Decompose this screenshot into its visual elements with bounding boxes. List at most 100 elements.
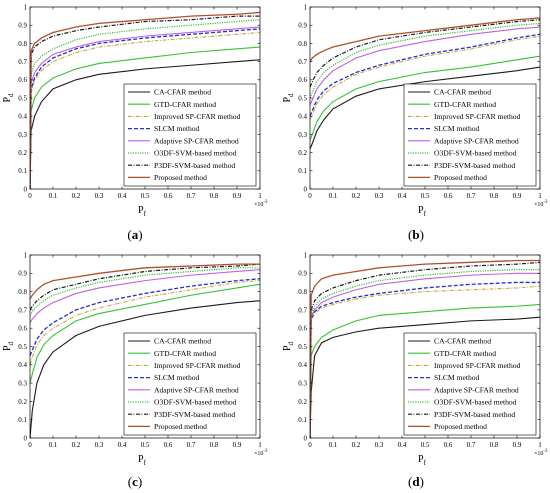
series-line-3	[310, 285, 540, 438]
y-tick-label: 0.9	[298, 270, 307, 278]
x-tick-label: 0.3	[375, 441, 384, 449]
legend-label: P3DF-SVM-based method	[154, 161, 235, 170]
x-tick-label: 0.6	[164, 441, 173, 449]
y-tick-label: 0.4	[18, 361, 27, 369]
chart-panel: 0 0.1 0.2 0.3 0.4 0.5 0.6 0.7 0.8 0.9 1 0 0.1 0.2 0.3 0…	[2, 251, 268, 489]
y-tick-label: 1	[304, 3, 308, 11]
x-tick-label: 0.1	[329, 441, 338, 449]
series-line-3	[30, 31, 260, 189]
legend-box	[123, 332, 257, 436]
y-tick-label: 0.3	[298, 131, 307, 139]
panel-caption: (d)	[408, 474, 424, 489]
legend-box	[403, 83, 537, 187]
x-tick-label: 0.6	[444, 441, 453, 449]
legend-label: Improved SP-CFAR method	[434, 112, 521, 121]
y-tick-label: 0.8	[18, 40, 27, 48]
legend-label: GTD-CFAR method	[434, 100, 496, 109]
series-line-2	[310, 303, 540, 438]
series-line-5	[310, 272, 540, 438]
series-line-7	[310, 19, 540, 88]
x-tick-label: 0	[28, 441, 32, 449]
legend-label: Adaptive SP-CFAR method	[154, 136, 239, 145]
legend-label: Proposed method	[154, 422, 207, 431]
legend-label: Improved SP-CFAR method	[154, 112, 241, 121]
legend-label: O3DF-SVM-based method	[154, 149, 237, 158]
x-tick-label: 0.9	[233, 441, 242, 449]
legend-label: SLCM method	[434, 373, 480, 382]
y-tick-label: 0.4	[298, 113, 307, 121]
panel-caption: (a)	[127, 227, 142, 242]
legend-label: GTD-CFAR method	[154, 100, 216, 109]
legend-label: SLCM method	[434, 124, 480, 133]
legend-label: CA-CFAR method	[434, 337, 491, 346]
legend-label: O3DF-SVM-based method	[154, 398, 237, 407]
series-line-1	[30, 300, 260, 438]
x-tick-label: 0.7	[467, 441, 476, 449]
y-tick-label: 0.9	[18, 22, 27, 30]
x-tick-label: 0.5	[421, 192, 430, 200]
y-tick-label: 0.8	[298, 40, 307, 48]
legend-label: P3DF-SVM-based method	[154, 410, 235, 419]
series-line-1	[310, 66, 540, 150]
x-tick-label: 0	[308, 441, 312, 449]
series-group	[30, 263, 260, 438]
y-tick-label: 0	[24, 185, 28, 193]
series-line-3	[310, 35, 540, 121]
legend: CA-CFAR method GTD-CFAR method Improved SP…	[123, 83, 257, 187]
legend-label: Adaptive SP-CFAR method	[154, 385, 239, 394]
y-tick-label: 0.5	[18, 343, 27, 351]
y-tick-label: 0.9	[298, 22, 307, 30]
y-tick-label: 0.4	[298, 361, 307, 369]
panel-caption: (b)	[408, 227, 424, 242]
legend-label: CA-CFAR method	[434, 88, 491, 97]
y-tick-label: 0.6	[18, 325, 27, 333]
series-line-4	[30, 278, 260, 356]
x-tick-label: 0.7	[187, 192, 196, 200]
y-tick-label: 0.1	[298, 167, 307, 175]
x-axis-multiplier: ×10-3	[254, 200, 268, 208]
series-line-5	[30, 269, 260, 324]
y-tick-label: 0.6	[298, 76, 307, 84]
y-tick-label: 0.1	[18, 167, 27, 175]
x-axis-label: Pf	[418, 205, 427, 218]
y-axis-label: Pd	[2, 341, 15, 351]
x-axis-multiplier: ×10-3	[254, 449, 268, 457]
x-tick-label: 0	[28, 192, 32, 200]
x-axis-label: Pf	[138, 454, 147, 467]
series-line-5	[30, 26, 260, 189]
series-line-2	[30, 46, 260, 189]
series-line-2	[310, 55, 540, 141]
series-group	[30, 11, 260, 189]
x-tick-label: 0.4	[398, 441, 407, 449]
series-line-1	[310, 316, 540, 438]
x-axis-multiplier: ×10-3	[534, 200, 548, 208]
legend-box	[403, 332, 537, 436]
y-axis-label: Pd	[2, 93, 15, 103]
x-tick-label: 0.9	[233, 192, 242, 200]
series-line-8	[310, 259, 540, 438]
series-line-1	[30, 59, 260, 189]
x-tick-label: 0.5	[141, 192, 150, 200]
legend-label: GTD-CFAR method	[434, 349, 496, 358]
x-tick-label: 0.7	[187, 441, 196, 449]
x-tick-label: 0.3	[95, 441, 104, 449]
y-tick-label: 0.7	[298, 58, 307, 66]
x-tick-label: 0.2	[352, 192, 361, 200]
legend-label: Improved SP-CFAR method	[434, 361, 521, 370]
legend-label: P3DF-SVM-based method	[434, 161, 515, 170]
y-tick-label: 0	[304, 185, 308, 193]
legend-label: Adaptive SP-CFAR method	[434, 136, 519, 145]
y-tick-label: 0	[304, 434, 308, 442]
series-line-6	[30, 267, 260, 316]
y-tick-label: 0.6	[18, 76, 27, 84]
series-line-6	[310, 269, 540, 438]
legend-label: Proposed method	[434, 422, 487, 431]
x-tick-label: 0.6	[164, 192, 173, 200]
x-tick-label: 0.4	[118, 441, 127, 449]
y-tick-label: 1	[24, 3, 28, 11]
x-tick-label: 0.1	[49, 441, 58, 449]
x-tick-label: 1	[538, 441, 542, 449]
y-tick-label: 1	[304, 251, 308, 259]
chart-panel: 0 0.1 0.2 0.3 0.4 0.5 0.6 0.7 0.8 0.9 1 0 0.1 0.2 0.3 0…	[282, 3, 548, 242]
